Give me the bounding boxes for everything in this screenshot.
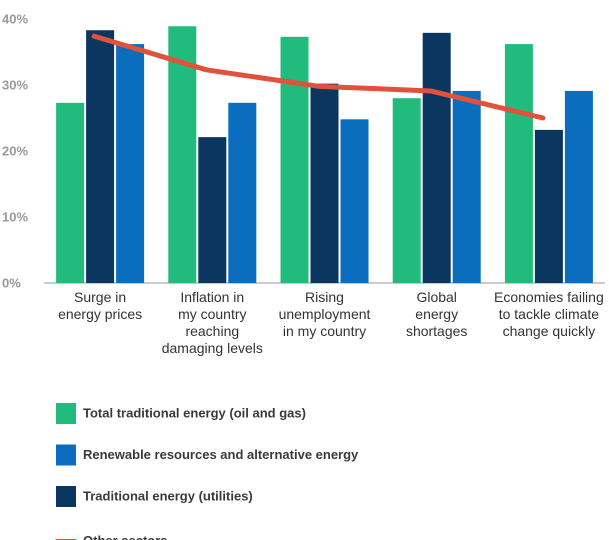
bar [310,83,339,284]
bar [504,44,533,283]
legend-item: Other sectors [55,533,168,540]
legend-item: Total traditional energy (oil and gas) [56,403,306,424]
y-tick-label: 0% [2,275,21,290]
bar [228,102,257,283]
legend-label: Other sectors [83,533,168,540]
bar [534,129,563,283]
bar [280,36,309,283]
line [91,33,546,121]
y-tick-label: 20% [2,143,28,158]
legend-label: Total traditional energy (oil and gas) [83,405,306,420]
legend-label: Renewable resources and alternative ener… [83,447,359,462]
x-tick-label: Economies failing to tackle climate chan… [494,289,604,339]
legend-item: Traditional energy (utilities) [56,486,253,507]
bar [392,98,421,283]
legend-item: Renewable resources and alternative ener… [56,444,359,466]
x-tick-label: Surge in energy prices [58,289,143,322]
y-tick-label: 30% [2,77,28,92]
bar [56,102,85,283]
bar [86,30,115,283]
bar [564,90,593,283]
x-tick-label: Global energy shortages [405,289,468,339]
x-tick-label: Rising unemployment in my country [278,289,371,339]
bar [422,32,451,283]
bar [116,44,145,283]
legend-swatch [56,486,76,507]
bar [340,119,369,283]
y-tick-label: 40% [2,11,28,26]
bar [452,90,481,283]
legend-label: Traditional energy (utilities) [83,488,253,503]
x-tick-label: Inflation in my country reaching damagin… [161,289,263,356]
legend-swatch [56,444,76,466]
bar [198,137,227,283]
legend-swatch [56,403,76,424]
y-tick-label: 10% [2,209,28,224]
bar [168,26,197,283]
